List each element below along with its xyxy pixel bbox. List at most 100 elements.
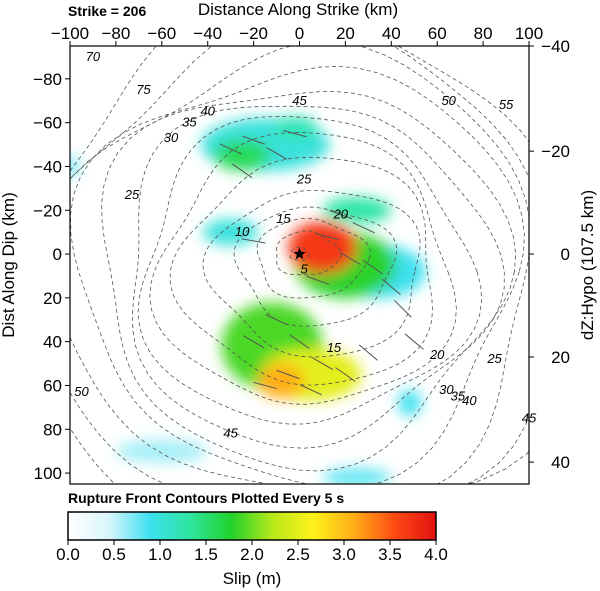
- x-tick-label: 0: [295, 24, 304, 43]
- y2-tick-label: −20: [541, 142, 570, 161]
- slip-vector: [339, 251, 361, 265]
- colorbar-tick-label: 1.0: [148, 545, 172, 564]
- slip-vector: [276, 369, 300, 380]
- contour-label: 35: [451, 388, 466, 403]
- x-axis-ticks: −100 −80 −60 −40 −20 0 20 40 60 80 100: [51, 24, 543, 46]
- y2-axis-ticks: −40 −20 0 20 40: [529, 37, 570, 472]
- x-tick-label: 60: [428, 24, 447, 43]
- x-tick-label: 100: [515, 24, 543, 43]
- contour-label: 15: [276, 211, 291, 226]
- rupture-front-contour: [276, 230, 342, 276]
- slip-patch: [322, 468, 392, 484]
- rupture-front-contour: [101, 90, 517, 472]
- contour-label: 50: [441, 93, 456, 108]
- slip-vector: [381, 278, 401, 295]
- slip-patch: [203, 219, 259, 246]
- contour-label: 30: [164, 130, 179, 145]
- rupture-front-contour: [137, 115, 483, 425]
- contour-label: 25: [296, 172, 312, 187]
- rupture-front-contours: [70, 46, 529, 484]
- hypocenter-star-icon: [293, 247, 306, 260]
- y-tick-label: 0: [53, 245, 62, 264]
- colorbar-tick-label: 1.5: [194, 545, 218, 564]
- slip-patch: [115, 440, 208, 463]
- rupture-front-note: Rupture Front Contours Plotted Every 5 s: [68, 490, 344, 506]
- rupture-front-contour: [70, 46, 529, 484]
- y2-tick-label: 40: [551, 453, 570, 472]
- x-tick-label: −60: [147, 24, 176, 43]
- slip-vector: [232, 163, 253, 179]
- slip-patch: [288, 221, 357, 274]
- plot-area: [70, 46, 529, 484]
- slip-patch: [322, 197, 392, 224]
- slip-vector: [393, 299, 412, 318]
- slip-vector: [358, 344, 378, 361]
- y-tick-label: −20: [33, 201, 62, 220]
- contour-label: 20: [429, 347, 445, 362]
- x-tick-label: 80: [474, 24, 493, 43]
- x-tick-label: −40: [193, 24, 222, 43]
- colorbar-ticks: 0.0 0.5 1.0 1.5 2.0 2.5 3.0 3.5 4.0: [56, 540, 448, 564]
- rupture-front-contour: [202, 190, 421, 358]
- y-tick-label: 40: [43, 333, 62, 352]
- y-tick-label: 60: [43, 376, 62, 395]
- rupture-front-contour: [149, 132, 457, 405]
- slip-vector: [362, 259, 384, 275]
- slip-vector: [289, 334, 310, 349]
- slip-vector: [352, 222, 375, 234]
- contour-label: 75: [136, 82, 151, 97]
- colorbar-label: Slip (m): [223, 569, 282, 588]
- colorbar: [67, 511, 437, 541]
- slip-patch: [271, 116, 318, 143]
- contour-label: 70: [86, 49, 101, 64]
- rupture-front-contour: [70, 46, 529, 484]
- y2-axis-title: dZ:Hypo (107.5 km): [578, 190, 597, 340]
- contour-label: 45: [522, 410, 537, 425]
- rupture-front-contour: [289, 246, 310, 261]
- rupture-front-contour: [256, 217, 371, 299]
- x-tick-label: 40: [382, 24, 401, 43]
- slip-vector: [315, 232, 339, 241]
- rupture-front-contour: [169, 156, 433, 386]
- slip-vector: [283, 130, 307, 138]
- contour-label: 25: [486, 351, 502, 366]
- slip-vector: [306, 275, 330, 285]
- contour-label: 35: [182, 115, 197, 130]
- slip-vector: [242, 135, 266, 145]
- colorbar-tick-label: 3.5: [378, 545, 402, 564]
- x-tick-label: −20: [239, 24, 268, 43]
- contour-label: 20: [333, 207, 349, 222]
- slip-patch: [398, 389, 422, 417]
- y-tick-label: −80: [33, 70, 62, 89]
- slip-vectors: [219, 130, 424, 396]
- slip-vector: [299, 384, 323, 396]
- contour-label: 15: [327, 340, 342, 355]
- slip-vector: [265, 146, 288, 160]
- x-tick-label: −100: [51, 24, 89, 43]
- y2-tick-label: −40: [541, 37, 570, 56]
- contour-label: 40: [200, 104, 215, 119]
- contour-label: 5: [300, 261, 308, 276]
- contour-label: 50: [74, 384, 89, 399]
- slip-vector: [253, 381, 277, 390]
- colorbar-tick-label: 3.0: [332, 545, 356, 564]
- contour-label: 10: [235, 224, 250, 239]
- colorbar-tick-label: 0.0: [56, 545, 80, 564]
- rupture-front-contour: [131, 105, 505, 449]
- colorbar-tick-label: 2.0: [240, 545, 264, 564]
- slip-vector: [329, 210, 353, 220]
- hypocenter-star: [293, 247, 306, 260]
- y-tick-label: 100: [34, 464, 62, 483]
- colorbar-tick-label: 4.0: [424, 545, 448, 564]
- y-axis-title: Dist Along Dip (km): [0, 192, 18, 337]
- y-tick-label: 80: [43, 420, 62, 439]
- contour-label: 55: [499, 97, 514, 112]
- y-tick-label: 20: [43, 289, 62, 308]
- colorbar-tick-label: 0.5: [102, 545, 126, 564]
- slip-vector: [404, 333, 424, 350]
- slip-vector: [311, 357, 334, 370]
- x-axis-title: Distance Along Strike (km): [198, 0, 398, 19]
- contour-label: 30: [439, 382, 454, 397]
- slip-vector: [241, 238, 266, 244]
